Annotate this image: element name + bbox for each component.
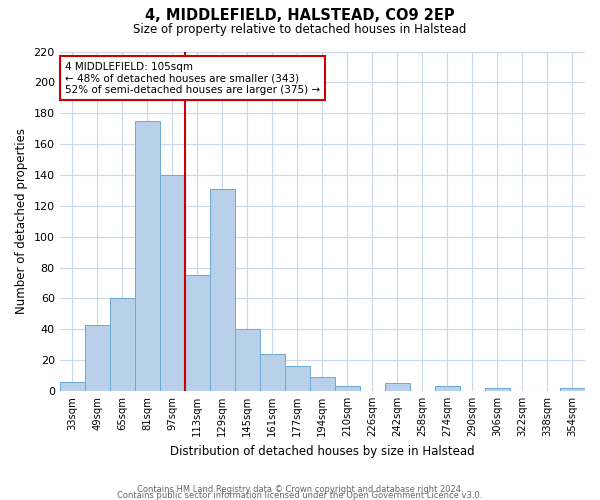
Bar [210,189,235,391]
Bar [260,354,285,391]
Text: Size of property relative to detached houses in Halstead: Size of property relative to detached ho… [133,22,467,36]
Text: Contains HM Land Registry data © Crown copyright and database right 2024.: Contains HM Land Registry data © Crown c… [137,484,463,494]
X-axis label: Distribution of detached houses by size in Halstead: Distribution of detached houses by size … [170,444,475,458]
Bar [85,324,110,391]
Bar [59,382,85,391]
Y-axis label: Number of detached properties: Number of detached properties [15,128,28,314]
Text: 4, MIDDLEFIELD, HALSTEAD, CO9 2EP: 4, MIDDLEFIELD, HALSTEAD, CO9 2EP [145,8,455,22]
Bar [435,386,460,391]
Bar [235,329,260,391]
Bar [160,175,185,391]
Bar [285,366,310,391]
Text: Contains public sector information licensed under the Open Government Licence v3: Contains public sector information licen… [118,491,482,500]
Bar [310,377,335,391]
Text: 4 MIDDLEFIELD: 105sqm
← 48% of detached houses are smaller (343)
52% of semi-det: 4 MIDDLEFIELD: 105sqm ← 48% of detached … [65,62,320,95]
Bar [335,386,360,391]
Bar [485,388,510,391]
Bar [560,388,585,391]
Bar [135,121,160,391]
Bar [185,275,210,391]
Bar [385,383,410,391]
Bar [110,298,135,391]
